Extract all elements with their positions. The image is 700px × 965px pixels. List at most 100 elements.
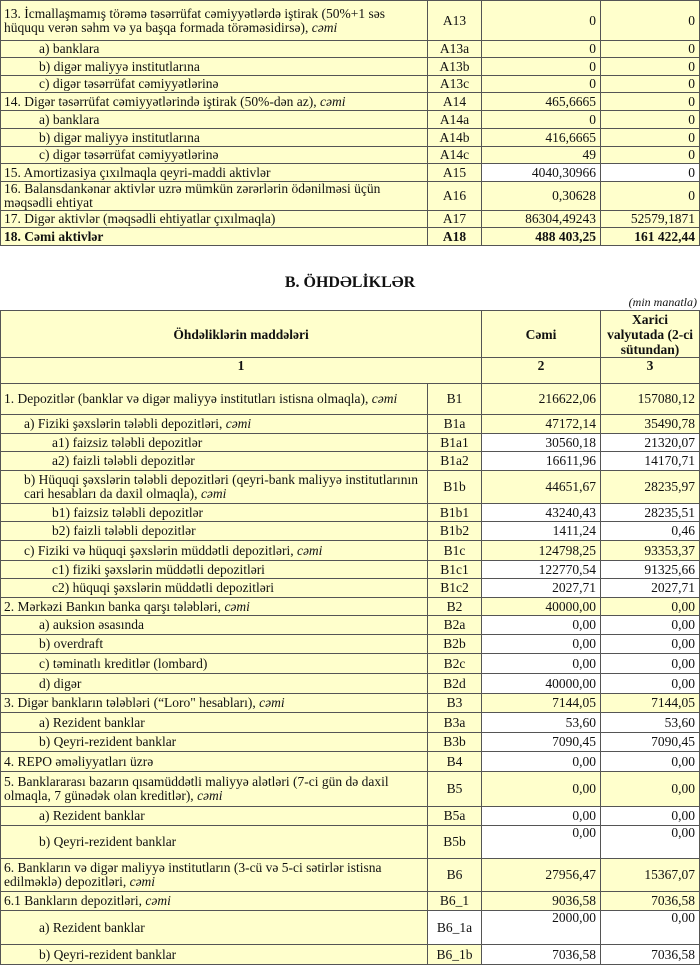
row-code: B6: [426, 858, 483, 892]
label-text: a) Fiziki şəxslərin tələbli depozitləri,: [24, 416, 226, 431]
value-foreign: 161 422,44: [600, 227, 700, 246]
row-label: 4. REPO əməliyyatları üzrə: [0, 751, 428, 772]
value-total: 216622,06: [481, 383, 602, 415]
total-suffix: cəmi: [225, 416, 252, 431]
table-row: a) Rezident banklar B3a 53,60 53,60: [0, 712, 700, 733]
row-code: B5b: [426, 825, 483, 859]
label-text: 17. Digər aktivlər (məqsədli ehtiyatlar …: [4, 211, 276, 226]
table-row: b2) faizli tələbli depozitlər B1b2 1411,24…: [0, 521, 700, 541]
row-code: B1: [426, 383, 483, 415]
value-total: 0: [481, 57, 601, 76]
total-suffix: cəmi: [259, 695, 285, 710]
value-foreign: 0,00: [600, 771, 700, 807]
row-code: A13c: [427, 75, 482, 93]
value-total: 0,00: [481, 825, 602, 859]
row-code: B1b1: [426, 503, 483, 522]
table-row: c) təminatlı kreditlər (lombard) B2c 0,00 0…: [0, 653, 700, 674]
row-label: 18. Cəmi aktivlər: [0, 227, 428, 246]
table-row: a1) faizsiz tələbli depozitlər B1a1 30560,…: [0, 433, 700, 452]
label-text: b2) faizli tələbli depozitlər: [52, 523, 196, 538]
label-text: b) overdraft: [39, 636, 104, 651]
value-foreign: 93353,37: [600, 540, 700, 561]
table-row: a2) faizli tələbli depozitlər B1a2 16611,9…: [0, 451, 700, 471]
value-total: 40000,00: [481, 597, 602, 616]
row-label: c) digər təsərrüfat cəmiyyətlərinə: [0, 146, 428, 164]
table-row: a) banklara A14a 0 0: [0, 110, 700, 129]
row-label: a1) faizsiz tələbli depozitlər: [0, 433, 428, 452]
row-code: B6_1a: [426, 910, 483, 945]
value-total: 122770,54: [481, 560, 602, 579]
label-text: b) digər maliyyə institutlarına: [39, 129, 200, 145]
value-foreign: 0: [600, 57, 700, 76]
row-code: B2d: [426, 673, 483, 694]
row-label: c) təminatlı kreditlər (lombard): [0, 653, 428, 674]
label-text: a) banklara: [39, 111, 100, 127]
value-foreign: 0,00: [600, 597, 700, 616]
row-code: B1b2: [426, 521, 483, 541]
label-text: b) Qeyri-rezident banklar: [39, 734, 177, 749]
table-row: a) Rezident banklar B6_1a 2000,00 0,00: [0, 910, 700, 945]
total-suffix: cəmi: [311, 19, 338, 35]
label-text: a) Rezident banklar: [39, 808, 145, 823]
row-label: c2) hüquqi şəxslərin müddətli depozitlər…: [0, 578, 428, 598]
label-text: 2. Mərkəzi Bankın banka qarşı tələbləri,: [4, 598, 225, 614]
row-code: B5: [426, 771, 483, 807]
row-label: b) overdraft: [0, 634, 428, 654]
row-code: B3: [426, 693, 483, 713]
table-row: 17. Digər aktivlər (məqsədli ehtiyatlar …: [0, 210, 700, 228]
label-text: 15. Amortizasiya çıxılmaqla qeyri-maddi …: [4, 164, 271, 180]
total-suffix: cəmi: [320, 93, 346, 109]
row-code: B1a1: [426, 433, 483, 452]
table-row: b) Qeyri-rezident banklar B5b 0,00 0,00: [0, 825, 700, 859]
value-foreign: 0,00: [600, 751, 700, 772]
value-total: 0,00: [481, 806, 602, 826]
header-items: Öhdəliklərin maddələri: [0, 310, 483, 358]
row-code: A13a: [427, 40, 482, 58]
table-row: 6. Bankların və digər maliyyə institutla…: [0, 858, 700, 892]
label-text: a) Rezident banklar: [39, 919, 145, 935]
table-row: 15. Amortizasiya çıxılmaqla qeyri-maddi …: [0, 163, 700, 182]
row-code: B2: [426, 597, 483, 616]
label-text: 4. REPO əməliyyatları üzrə: [4, 753, 154, 769]
value-total: 0,00: [481, 751, 602, 772]
label-text: c) digər təsərrüfat cəmiyyətlərinə: [39, 147, 219, 162]
label-text: 18. Cəmi aktivlər: [4, 228, 104, 244]
value-foreign: 0: [600, 0, 700, 41]
row-label: a) banklara: [0, 110, 428, 129]
label-text: b1) faizsiz tələbli depozitlər: [52, 504, 204, 520]
row-code: B3a: [426, 712, 483, 733]
row-label: b) Hüquqi şəxslərin tələbli depozitləri …: [0, 470, 428, 504]
table-row: 4. REPO əməliyyatları üzrə B4 0,00 0,00: [0, 751, 700, 772]
value-total: 0: [481, 0, 601, 41]
row-code: A14: [427, 92, 482, 111]
row-label: a) Rezident banklar: [0, 712, 428, 733]
value-total: 43240,43: [481, 503, 602, 522]
total-suffix: cəmi: [145, 893, 171, 908]
total-suffix: cəmi: [197, 788, 223, 803]
label-text: d) digər: [39, 675, 82, 691]
value-total: 16611,96: [481, 451, 602, 471]
value-foreign: 0,00: [600, 825, 700, 859]
value-foreign: 0: [600, 128, 700, 147]
value-foreign: 0,00: [600, 673, 700, 694]
row-code: B4: [426, 751, 483, 772]
value-foreign: 0,46: [600, 521, 700, 541]
value-foreign: 0,00: [600, 910, 700, 945]
row-code: B1b: [426, 470, 483, 504]
value-foreign: 0,00: [600, 634, 700, 654]
value-total: 49: [481, 146, 601, 164]
value-total: 44651,67: [481, 470, 602, 504]
value-total: 0,00: [481, 634, 602, 654]
row-label: 5. Banklararası bazarın qısamüddətli mal…: [0, 771, 428, 807]
value-total: 0,00: [481, 615, 602, 635]
label-text: 1. Depozitlər (banklar və digər maliyyə …: [4, 391, 372, 406]
row-code: B1a2: [426, 451, 483, 471]
row-label: b) digər maliyyə institutlarına: [0, 57, 428, 76]
col-number-1: 1: [0, 357, 483, 384]
value-total: 124798,25: [481, 540, 602, 561]
label-text: a) auksion əsasında: [39, 617, 144, 632]
row-code: A16: [427, 181, 482, 211]
row-label: b1) faizsiz tələbli depozitlər: [0, 503, 428, 522]
row-label: a) auksion əsasında: [0, 615, 428, 635]
value-foreign: 28235,97: [600, 470, 700, 504]
